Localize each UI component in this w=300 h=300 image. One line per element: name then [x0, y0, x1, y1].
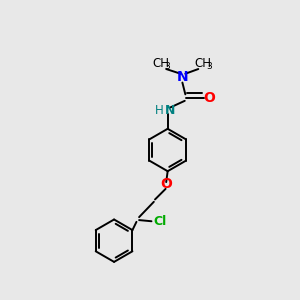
Text: Cl: Cl [153, 215, 166, 228]
Text: O: O [203, 91, 215, 105]
Text: CH: CH [152, 57, 170, 70]
Text: N: N [177, 70, 189, 84]
Text: 3: 3 [164, 62, 170, 71]
Text: 3: 3 [207, 62, 212, 71]
Text: H: H [155, 104, 164, 117]
Text: CH: CH [194, 57, 212, 70]
Text: N: N [165, 104, 175, 117]
Text: O: O [160, 177, 172, 190]
